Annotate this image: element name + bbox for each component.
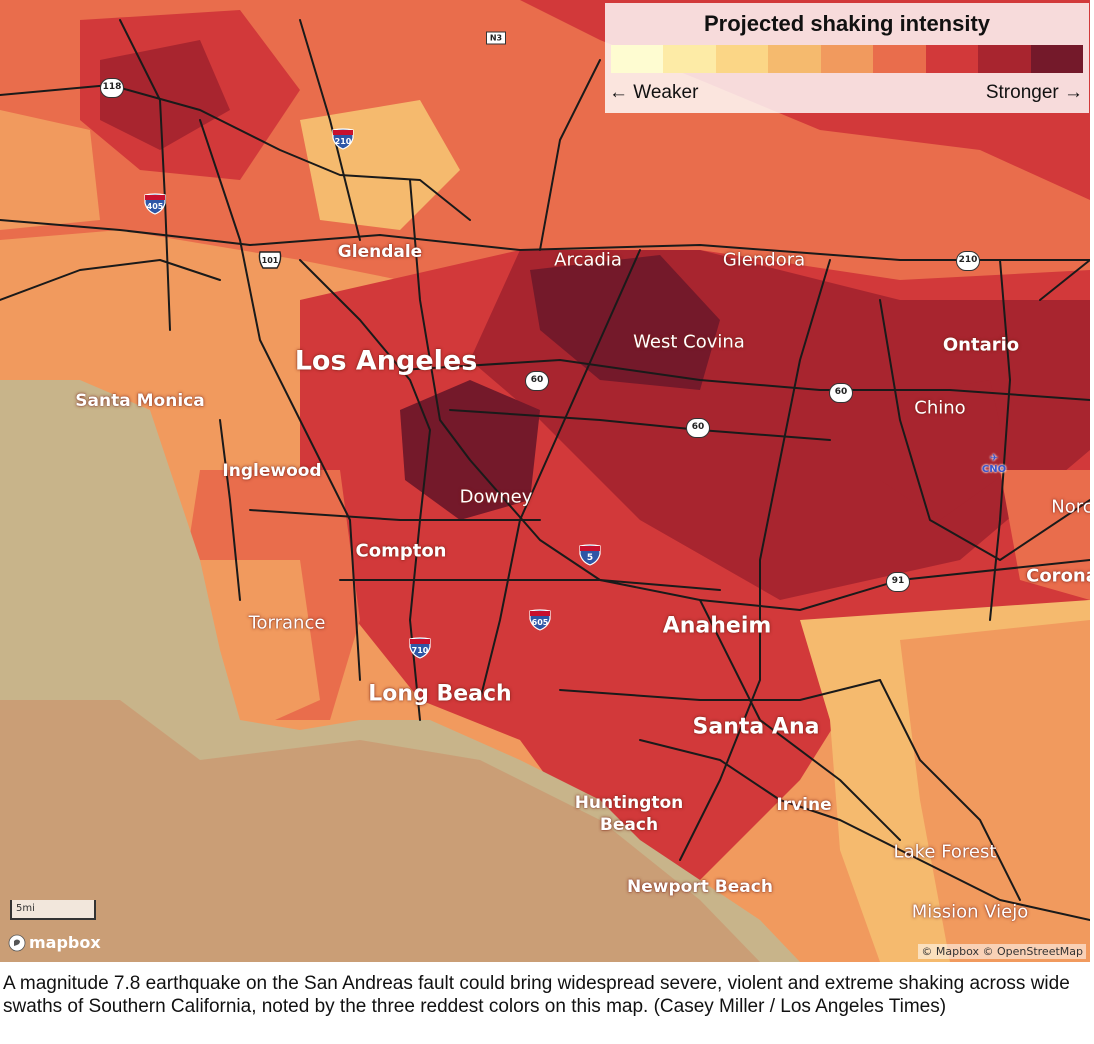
place-label-downey: Downey [459,486,533,508]
mapbox-logo-text: mapbox [29,933,101,952]
place-label-arcadia: Arcadia [554,249,622,271]
legend-swatch-7 [925,45,979,73]
place-label-los-angeles: Los Angeles [294,345,478,377]
legend-stronger-label: Stronger → [985,82,1083,103]
place-label-glendale: Glendale [337,242,423,262]
interstate-405-number: 405 [147,202,164,211]
route-shield-91: 91 [886,572,910,592]
legend-swatch-8 [978,45,1031,73]
mapbox-logo-link[interactable]: mapbox [8,933,101,952]
map-scale-bar: 5mi [10,900,96,920]
map-caption: A magnitude 7.8 earthquake on the San An… [3,973,1070,1017]
legend-color-scale [611,45,1083,73]
place-label-santa-monica: Santa Monica [75,391,205,411]
legend-swatch-1 [611,45,664,73]
route-shield-210-east: 210 [956,251,980,271]
place-label-torrance: Torrance [248,612,326,634]
map-attribution[interactable]: © Mapbox © OpenStreetMap [918,944,1086,959]
intensity-zone-se-outer [900,620,1090,962]
place-label-chino: Chino [914,397,966,419]
intensity-zone-extreme-b [400,380,540,520]
mapbox-icon [8,934,26,951]
intensity-zone-nw-core [100,40,230,150]
legend-title: Projected shaking intensity [703,11,991,36]
intensity-zone-far-nw [0,110,100,230]
place-label-ontario: Ontario [942,334,1020,356]
place-label-inglewood: Inglewood [222,461,322,481]
place-label-huntington-beach: Huntington Beach [574,793,684,835]
interstate-shield-210: 210 [332,128,354,150]
legend-swatch-5 [820,45,874,73]
airport-code: CNO [981,464,1007,475]
place-label-corona: Corona [1026,565,1090,587]
place-label-anaheim: Anaheim [662,613,772,639]
place-label-mission-viejo: Mission Viejo [911,901,1029,923]
ocean-shading [0,700,760,962]
us-101-number: 101 [262,256,279,265]
intensity-zone-chino [880,380,1010,520]
interstate-710-number: 710 [412,646,429,655]
route-shield-60-east: 60 [829,383,853,403]
route-shield-60-mid: 60 [686,418,710,438]
place-label-compton: Compton [355,540,447,562]
us-route-shield-101: 101 [258,251,282,269]
scale-label: 5mi [16,903,35,914]
intensity-zone-extreme-a [530,255,720,390]
legend-swatch-9 [1030,45,1083,73]
map-legend: Projected shaking intensity ← Weaker Str… [605,3,1089,113]
shaking-intensity-map[interactable]: Los Angeles Glendale Arcadia Glendora We… [0,0,1090,962]
interstate-shield-5: 5 [579,544,601,566]
airplane-icon: ✈ [989,453,999,464]
interstate-5-number: 5 [587,553,593,563]
place-label-long-beach: Long Beach [368,681,512,707]
legend-weaker-label: ← Weaker [609,82,699,103]
place-label-irvine: Irvine [776,795,832,815]
interstate-shield-605: 605 [529,609,551,631]
place-label-glendora: Glendora [722,249,806,271]
map-base-layer [0,0,1090,962]
legend-swatch-3 [715,45,769,73]
place-label-newport-beach: Newport Beach [627,877,773,897]
route-shield-118: 118 [100,78,124,98]
legend-swatch-4 [768,45,821,73]
interstate-shield-405: 405 [144,193,166,215]
place-label-lake-forest: Lake Forest [893,841,997,863]
interstate-210-number: 210 [335,137,352,146]
airport-marker-cno: ✈ CNO [982,453,1006,475]
place-label-west-covina: West Covina [633,331,745,353]
route-shield-n3: N3 [486,31,506,45]
legend-swatch-6 [873,45,926,73]
place-label-santa-ana: Santa Ana [692,714,820,740]
interstate-shield-710: 710 [409,637,431,659]
interstate-605-number: 605 [532,618,549,627]
place-label-norco: Norc [1051,496,1090,518]
legend-swatch-2 [663,45,716,73]
route-shield-60-west: 60 [525,371,549,391]
